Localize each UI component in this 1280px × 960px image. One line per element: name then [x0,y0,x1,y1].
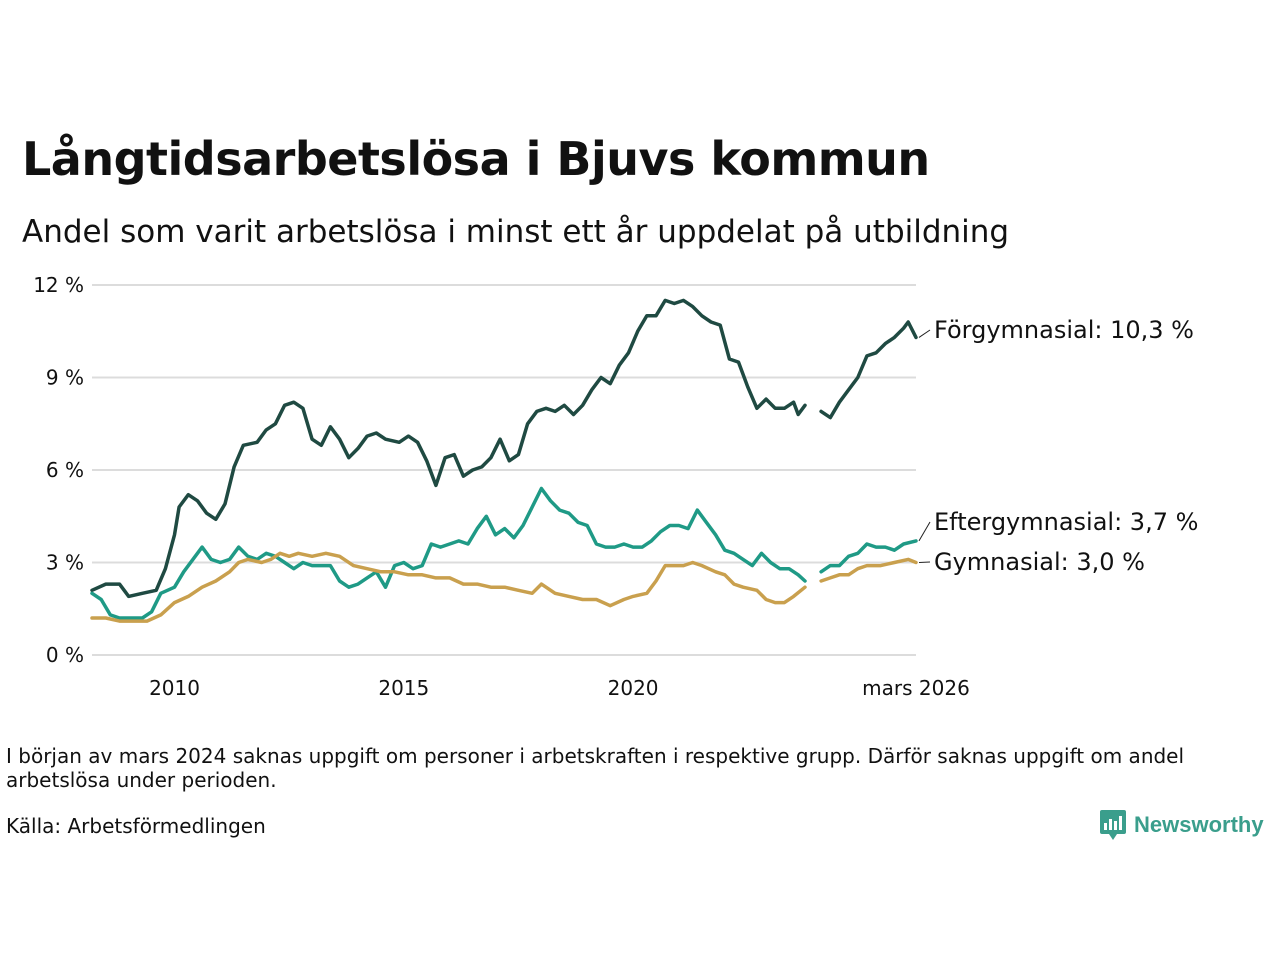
grid-lines [92,284,916,656]
x-tick-label: 2020 [608,676,659,700]
series-end-label: Eftergymnasial: 3,7 % [934,508,1198,536]
series-end-label: Gymnasial: 3,0 % [934,548,1145,576]
series-line [90,486,807,620]
x-tick-label: 2015 [378,676,429,700]
y-tick-label: 0 % [46,643,84,667]
x-axis-ticks: 2010 2015 2020 mars 2026 [149,676,970,700]
series-line [819,557,918,583]
label-leader-line [918,521,931,542]
source-note: Källa: Arbetsförmedlingen [6,814,266,838]
chart-title: Långtidsarbetslösa i Bjuvs kommun [22,132,930,186]
x-tick-label: mars 2026 [862,676,970,700]
series-end-label: Förgymnasial: 10,3 % [934,316,1194,344]
label-leader-line [918,561,931,563]
series-labels: Förgymnasial: 10,3 % Eftergymnasial: 3,7 … [918,316,1198,576]
footnote: I början av mars 2024 saknas uppgift om … [6,744,1185,792]
chart-subtitle: Andel som varit arbetslösa i minst ett å… [22,214,1010,250]
y-tick-label: 12 % [33,273,84,297]
brand-name: Newsworthy [1134,812,1264,837]
y-tick-label: 9 % [46,366,84,390]
newsworthy-logo-icon [1100,810,1126,840]
line-chart: 0 % 3 % 6 % 9 % 12 % 2010 2015 2020 mars 2026 F… [33,273,1198,700]
series-line [819,539,918,574]
series-line [90,298,807,599]
label-leader-line [918,329,931,338]
y-tick-label: 6 % [46,458,84,482]
series-line [90,551,807,623]
series-lines [90,298,918,623]
series-line [819,320,918,420]
y-axis-ticks: 0 % 3 % 6 % 9 % 12 % [33,273,84,667]
brand-logo: Newsworthy [1100,810,1264,840]
x-tick-label: 2010 [149,676,200,700]
y-tick-label: 3 % [46,551,84,575]
